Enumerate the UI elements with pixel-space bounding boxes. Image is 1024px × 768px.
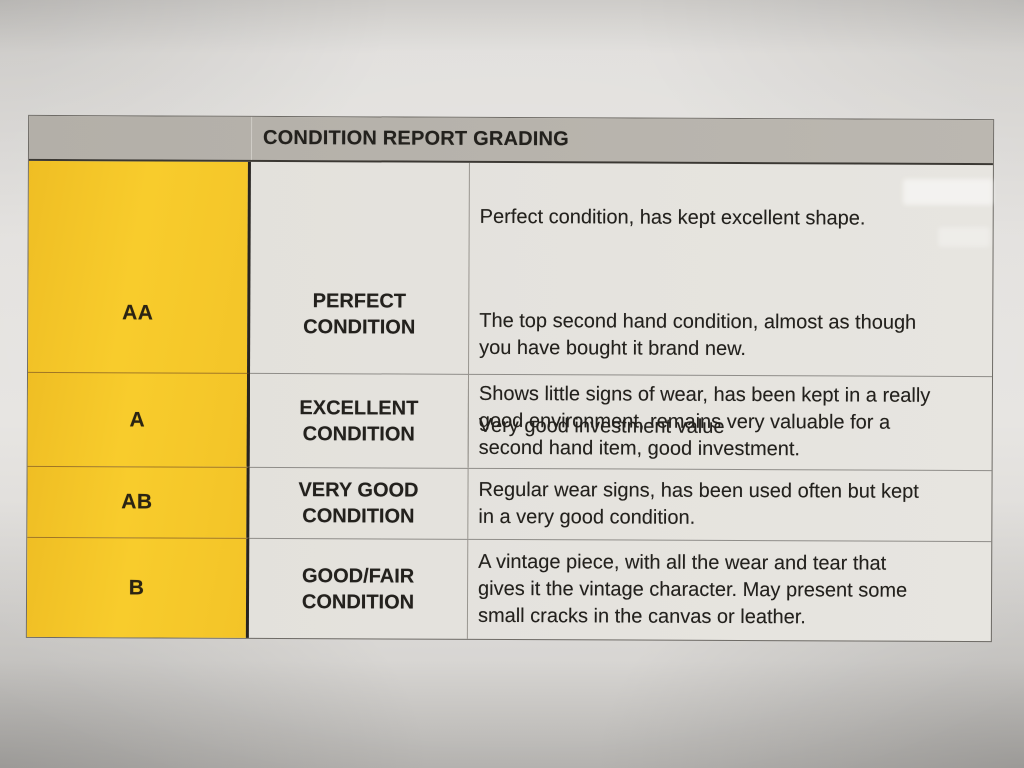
condition-name-cell-b: GOOD/FAIR CONDITION — [248, 537, 469, 639]
table-row-a: A EXCELLENT CONDITION Shows little signs… — [27, 371, 993, 471]
table-title: CONDITION REPORT GRADING — [262, 126, 570, 151]
description-paragraph: Regular wear signs, has been used often … — [478, 478, 919, 529]
grade-cell-b: B — [26, 536, 250, 638]
description-cell-b: A vintage piece, with all the wear and t… — [467, 538, 992, 642]
description-paragraph: A vintage piece, with all the wear and t… — [477, 550, 908, 629]
description-paragraph: Perfect condition, has kept excellent sh… — [479, 205, 866, 230]
table-header-row: CONDITION REPORT GRADING — [28, 115, 994, 166]
condition-grading-table: CONDITION REPORT GRADING AA PERFECT COND… — [25, 114, 995, 643]
description-paragraph: The top second hand condition, almost as… — [479, 309, 917, 361]
description-paragraph: Shows little signs of wear, has been kep… — [478, 382, 931, 461]
grade-cell-ab: AB — [27, 465, 250, 538]
white-out-patch — [903, 179, 993, 205]
table-row-aa: AA PERFECT CONDITION Perfect condition, … — [27, 160, 993, 467]
condition-name-cell-a: EXCELLENT CONDITION — [249, 372, 470, 468]
table-row-ab: AB VERY GOOD CONDITION Regular wear sign… — [27, 465, 992, 542]
table-row-b: B GOOD/FAIR CONDITION A vintage piece, w… — [26, 536, 992, 642]
condition-name-cell-ab: VERY GOOD CONDITION — [249, 466, 469, 539]
white-out-patch — [938, 227, 990, 247]
grade-cell-a: A — [27, 371, 251, 467]
description-cell-ab: Regular wear signs, has been used often … — [468, 467, 992, 542]
description-cell-a: Shows little signs of wear, has been kep… — [468, 373, 993, 471]
